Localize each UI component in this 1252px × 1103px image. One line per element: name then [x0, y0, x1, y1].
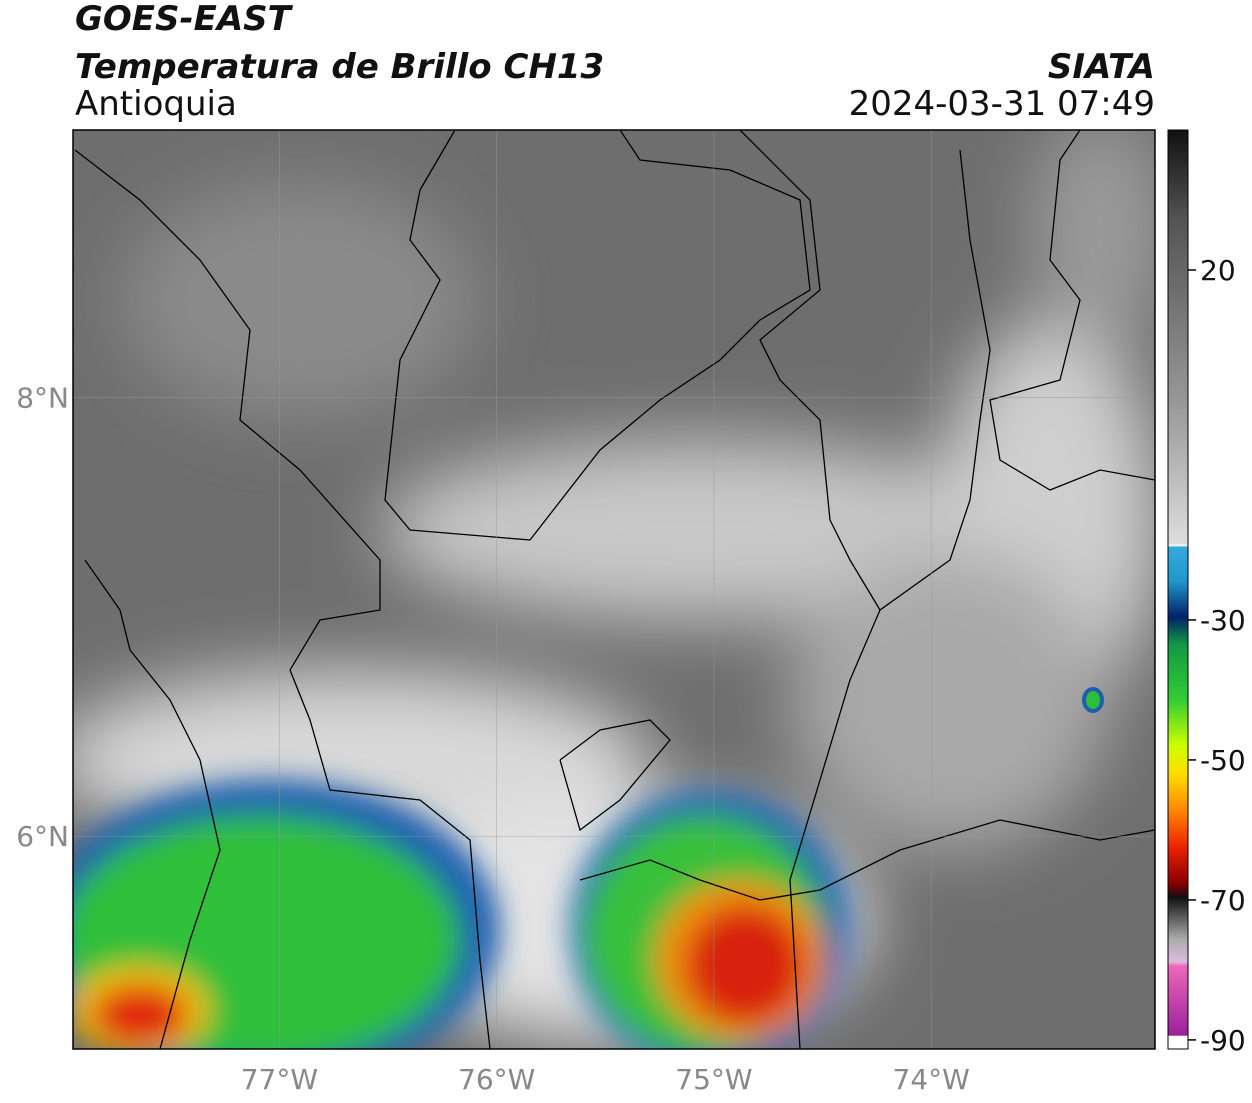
region: Antioquia [75, 84, 237, 124]
datetime: 2024-03-31 07:49 [849, 84, 1155, 124]
colorbar [1167, 129, 1189, 1050]
source: SIATA [1048, 47, 1155, 87]
colorbar-tick-label: 20 [1200, 254, 1236, 287]
x-tick-label: 76°W [458, 1063, 535, 1096]
title: GOES-EAST [75, 0, 294, 39]
colorbar-tick-label: -90 [1200, 1024, 1246, 1057]
colorbar-tick-label: -30 [1200, 604, 1246, 637]
map-frame [72, 129, 1156, 1050]
colorbar-tick-label: -50 [1200, 744, 1246, 777]
x-tick-label: 77°W [241, 1063, 318, 1096]
x-tick-label: 75°W [675, 1063, 752, 1096]
grid [73, 130, 1155, 1049]
y-tick-label: 6°N [16, 820, 69, 853]
satellite-image [73, 130, 1155, 1049]
x-tick-label: 74°W [893, 1063, 970, 1096]
subtitle: Temperatura de Brillo CH13 [75, 47, 604, 87]
y-tick-label: 8°N [16, 382, 69, 415]
colorbar-tick-label: -70 [1200, 884, 1246, 917]
